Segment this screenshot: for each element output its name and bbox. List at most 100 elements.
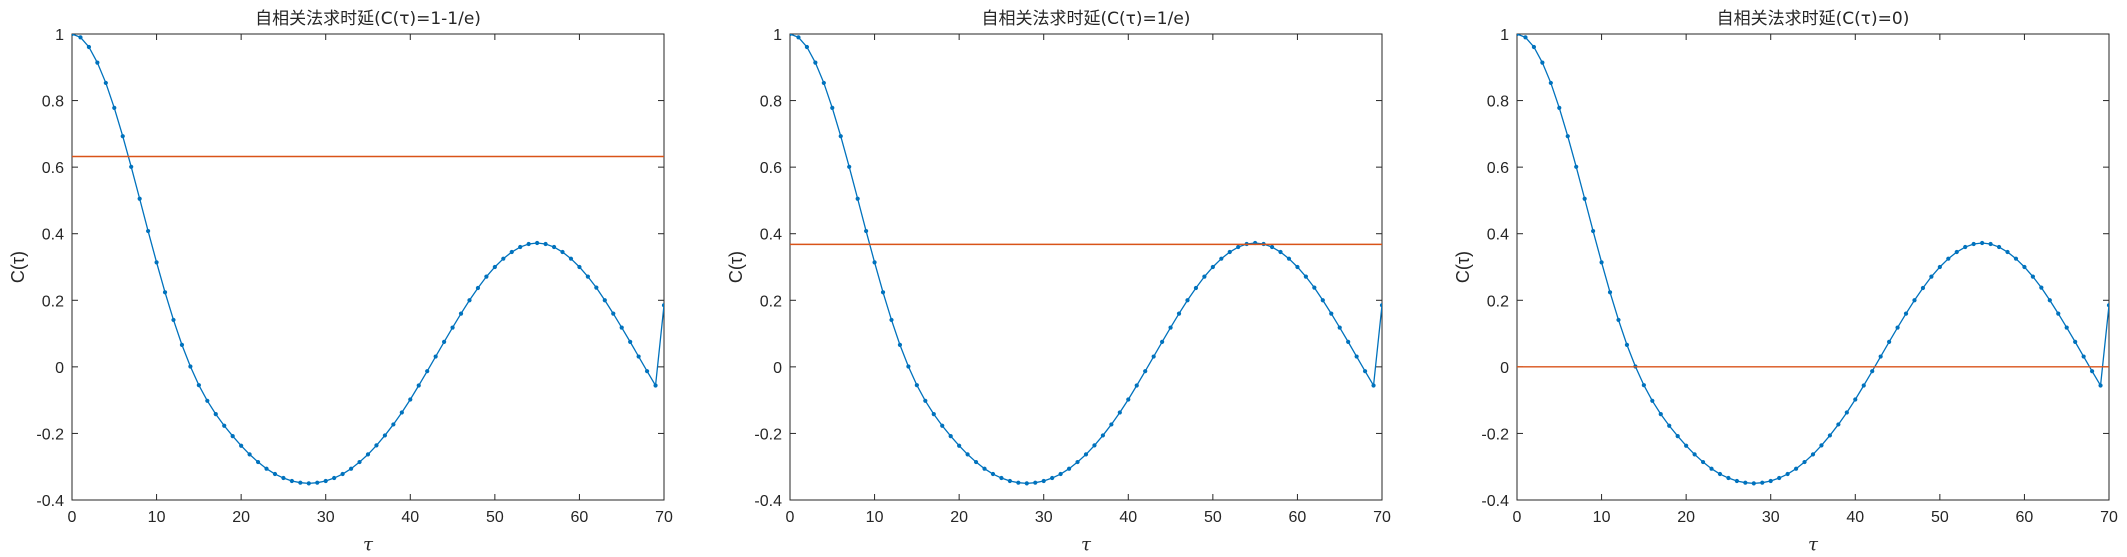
data-point	[931, 412, 936, 417]
y-tick-label: 0.2	[42, 293, 64, 310]
data-point	[982, 466, 987, 471]
data-point	[880, 290, 886, 295]
chart-title: 自相关法求时延(C(τ)=1/e)	[982, 9, 1191, 29]
data-point	[1041, 478, 1046, 484]
data-point	[467, 298, 472, 303]
x-axis-label: τ	[363, 534, 374, 555]
data-point	[526, 241, 531, 247]
data-point	[1946, 256, 1951, 261]
data-point	[425, 369, 430, 374]
data-point	[585, 274, 590, 279]
data-point	[796, 35, 801, 40]
data-point	[306, 481, 311, 486]
x-tick-label: 50	[486, 509, 504, 526]
data-point	[239, 443, 244, 448]
data-point	[1878, 354, 1883, 359]
data-point	[1658, 412, 1663, 417]
data-point	[821, 80, 826, 86]
y-tick-label: -0.2	[1481, 426, 1509, 443]
data-point	[433, 354, 438, 359]
data-point	[1988, 241, 1993, 247]
axes-box	[71, 33, 665, 501]
plot-area	[790, 34, 1382, 486]
data-point	[95, 60, 100, 65]
data-point	[1700, 459, 1706, 465]
y-axis-label: C(τ)	[1453, 251, 1473, 283]
data-point	[518, 244, 523, 250]
y-axis-label: C(τ)	[726, 251, 746, 283]
x-tick-label: 70	[1373, 509, 1391, 526]
data-point	[1565, 134, 1570, 139]
data-point	[1278, 249, 1283, 255]
y-tick-label: -0.4	[1481, 493, 1509, 510]
data-point	[830, 105, 835, 110]
x-tick-label: 40	[1846, 509, 1864, 526]
data-point	[129, 164, 134, 169]
data-point	[568, 256, 574, 261]
data-point	[391, 422, 396, 427]
data-point	[790, 34, 793, 37]
y-tick-label: 0.6	[42, 160, 64, 177]
data-point	[442, 339, 447, 344]
data-point	[923, 398, 928, 403]
data-point	[509, 249, 514, 255]
data-point	[1151, 354, 1156, 359]
chart-title: 自相关法求时延(C(τ)=0)	[1717, 9, 1910, 29]
data-point	[408, 397, 413, 402]
x-tick-label: 30	[1762, 509, 1780, 526]
data-point	[1075, 459, 1080, 465]
data-point	[1058, 471, 1063, 477]
data-point	[1963, 244, 1968, 250]
data-point	[1971, 241, 1976, 247]
data-point	[636, 354, 641, 359]
y-tick-label: 1	[1500, 27, 1509, 44]
data-point	[628, 339, 633, 344]
data-point	[1650, 398, 1655, 403]
data-point	[1337, 325, 1342, 330]
x-tick-label: 0	[1513, 509, 1522, 526]
data-point	[2047, 298, 2052, 303]
y-tick-label: -0.2	[754, 426, 782, 443]
y-tick-label: 0.2	[1487, 293, 1509, 310]
data-point	[1599, 260, 1604, 265]
data-point	[1726, 475, 1731, 481]
data-point	[247, 452, 252, 457]
data-point	[1836, 422, 1841, 427]
data-point	[1320, 298, 1325, 303]
x-tick-label: 20	[1677, 509, 1695, 526]
data-point	[1903, 311, 1909, 316]
plot-area	[1517, 34, 2109, 486]
data-point	[340, 471, 345, 477]
chart-panel-1: 0 10 20 30 40 50 60 70 -0.4 -0.2 0 0.2 0.4 0.6 0.8 1 自相关…	[8, 9, 673, 555]
data-point	[1777, 475, 1782, 481]
plot-area	[72, 34, 664, 486]
data-point	[1202, 274, 1207, 279]
data-point	[1616, 317, 1621, 323]
data-point	[2056, 311, 2061, 316]
data-point	[897, 342, 903, 347]
data-point	[1362, 369, 1368, 374]
x-tick-label: 50	[1204, 509, 1222, 526]
data-point	[1379, 303, 1382, 308]
data-point	[543, 241, 548, 247]
data-point	[1083, 452, 1089, 457]
data-point	[1954, 249, 1959, 255]
data-point	[1785, 471, 1790, 477]
data-point	[1295, 264, 1300, 270]
data-point	[611, 311, 616, 316]
y-tick-label: 0.4	[760, 227, 782, 244]
data-point	[1346, 339, 1351, 344]
data-point	[889, 317, 894, 323]
data-point	[146, 228, 151, 234]
data-point	[1210, 264, 1215, 270]
data-point	[1312, 285, 1317, 290]
data-point	[1717, 471, 1723, 477]
data-point	[1582, 196, 1587, 201]
y-tick-label: 0.4	[42, 227, 64, 244]
data-point	[914, 383, 919, 388]
data-point	[475, 285, 481, 291]
data-point	[1016, 480, 1021, 485]
data-point	[399, 410, 404, 415]
